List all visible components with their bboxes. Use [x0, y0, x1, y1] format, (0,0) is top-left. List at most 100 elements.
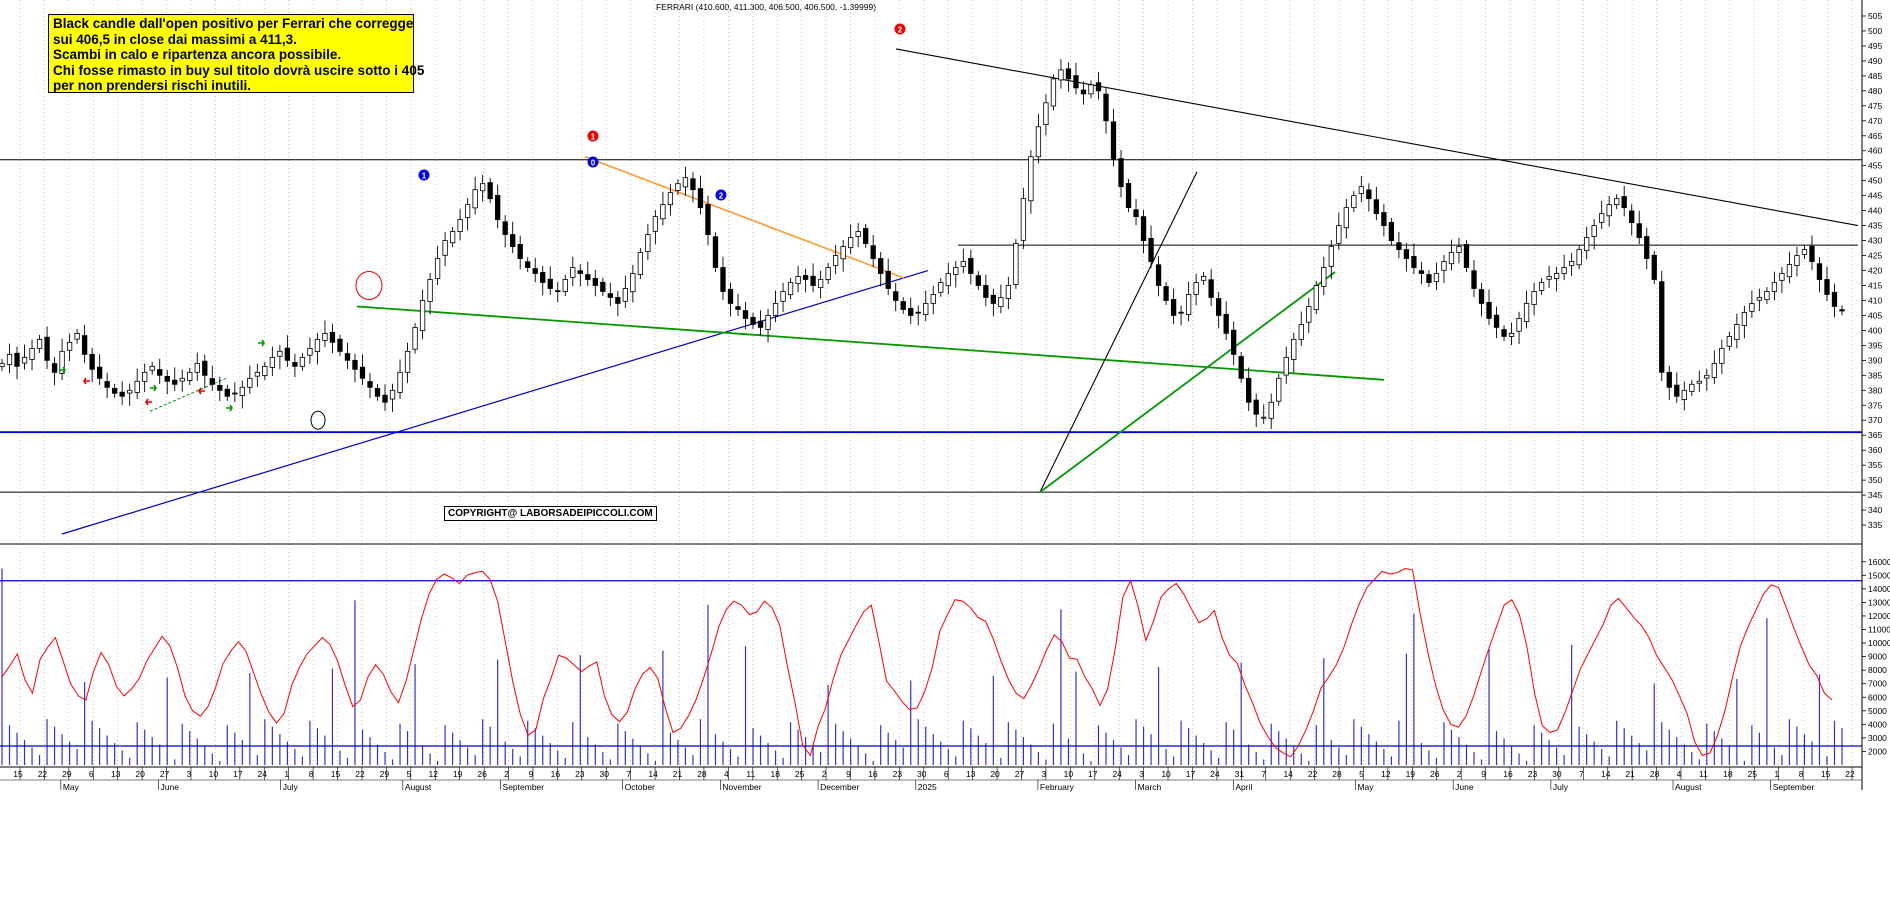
candle-body — [1268, 401, 1274, 419]
candle-body — [570, 267, 576, 278]
x-tick-label: 4 — [724, 769, 729, 779]
candle-body — [434, 258, 441, 279]
x-tick-label: 8 — [309, 769, 314, 779]
y-tick-label: 7000 — [1868, 679, 1887, 689]
y-tick-label: 4000 — [1868, 719, 1887, 729]
candle-body — [810, 275, 816, 286]
x-month-label: August — [405, 782, 432, 792]
x-month-label: May — [1357, 782, 1374, 792]
candle-body — [697, 188, 704, 209]
candle-body — [1764, 291, 1770, 301]
x-month-label: September — [503, 782, 545, 792]
green-trend-line — [356, 305, 1385, 381]
y-tick-label: 480 — [1868, 86, 1882, 96]
candle-body — [21, 356, 28, 364]
x-tick-label: 10 — [1161, 769, 1171, 779]
x-tick-label: 20 — [990, 769, 1000, 779]
candle-body — [1223, 313, 1229, 334]
candle-body — [1426, 274, 1432, 283]
x-tick-label: 22 — [355, 769, 365, 779]
note-line: Black candle dall'open positivo per Ferr… — [53, 16, 414, 31]
candle-body — [1448, 252, 1455, 265]
candle-body — [157, 369, 163, 376]
highlight-circle — [355, 270, 383, 300]
x-month-label: October — [625, 782, 655, 792]
x-tick-label: 14 — [1601, 769, 1611, 779]
candle-body — [757, 320, 764, 328]
candle-body — [1816, 263, 1823, 280]
x-tick-label: 17 — [233, 769, 243, 779]
x-tick-label: 2 — [1457, 769, 1462, 779]
candle-body — [1734, 324, 1740, 341]
candle-body — [442, 240, 448, 256]
candle-body — [232, 392, 238, 395]
candle-body — [893, 291, 899, 301]
wave-marker-label: 0 — [591, 159, 596, 168]
y-tick-label: 8000 — [1868, 665, 1887, 675]
candle-body — [119, 391, 125, 397]
candles — [0, 59, 1845, 430]
x-tick-label: 24 — [1210, 769, 1220, 779]
candle-body — [224, 388, 230, 397]
wave-marker — [587, 156, 599, 168]
candle-body — [1508, 332, 1515, 337]
y-tick-label: 390 — [1868, 355, 1882, 365]
candle-body — [765, 315, 771, 330]
candle-body — [1576, 249, 1582, 266]
x-tick-label: 4 — [1677, 769, 1682, 779]
candle-body — [1095, 82, 1102, 92]
x-tick-label: 9 — [1481, 769, 1486, 779]
x-month-label: July — [283, 782, 299, 792]
candle-body — [1756, 297, 1763, 301]
x-tick-label: 29 — [62, 769, 72, 779]
note-line: Scambi in calo e ripartenza ancora possi… — [53, 47, 342, 63]
candle-body — [555, 290, 561, 293]
candle-body — [202, 360, 208, 376]
x-month-label: June — [1455, 782, 1474, 792]
candle-body — [1599, 213, 1605, 223]
candle-body — [953, 267, 959, 275]
candle-body — [1441, 261, 1447, 271]
x-tick-label: 13 — [111, 769, 121, 779]
candle-body — [660, 204, 666, 220]
candle-body — [134, 380, 140, 393]
y-tick-label: 6000 — [1868, 692, 1887, 702]
wave-marker-label: 1 — [422, 172, 427, 181]
y-tick-label: 445 — [1868, 191, 1882, 201]
wave-marker — [418, 169, 430, 181]
y-tick-label: 2000 — [1868, 746, 1887, 756]
x-tick-label: 6 — [944, 769, 949, 779]
candle-body — [1621, 196, 1627, 209]
y-tick-label: 410 — [1868, 295, 1882, 305]
note-line: Chi fosse rimasto in buy sul titolo dovr… — [53, 62, 425, 78]
candle-body — [1614, 198, 1620, 206]
candle-body — [14, 352, 20, 367]
candle-body — [1561, 267, 1567, 274]
candle-body — [112, 387, 118, 394]
candle-body — [592, 278, 598, 286]
x-tick-label: 6 — [89, 769, 94, 779]
candle-body — [1298, 324, 1304, 340]
candle-body — [562, 279, 568, 292]
wave-marker-label: 2 — [719, 192, 724, 201]
signal-arrow — [258, 339, 265, 347]
candle-body — [1403, 249, 1410, 259]
candle-body — [104, 381, 110, 388]
candle-body — [817, 279, 824, 289]
x-tick-label: 9 — [529, 769, 534, 779]
candle-body — [1253, 399, 1259, 415]
candle-body — [74, 332, 80, 340]
candle-body — [1328, 246, 1334, 267]
candle-body — [1779, 273, 1785, 281]
x-tick-label: 24 — [1112, 769, 1122, 779]
x-tick-label: 9 — [846, 769, 851, 779]
candle-body — [1291, 338, 1297, 360]
y-tick-label: 15000 — [1868, 570, 1890, 580]
candle-body — [720, 267, 726, 292]
candle-body — [1801, 249, 1808, 255]
x-tick-label: 28 — [1650, 769, 1660, 779]
candle-body — [968, 257, 974, 274]
candle-body — [187, 371, 193, 381]
candle-body — [517, 244, 523, 259]
candle-body — [322, 332, 328, 341]
